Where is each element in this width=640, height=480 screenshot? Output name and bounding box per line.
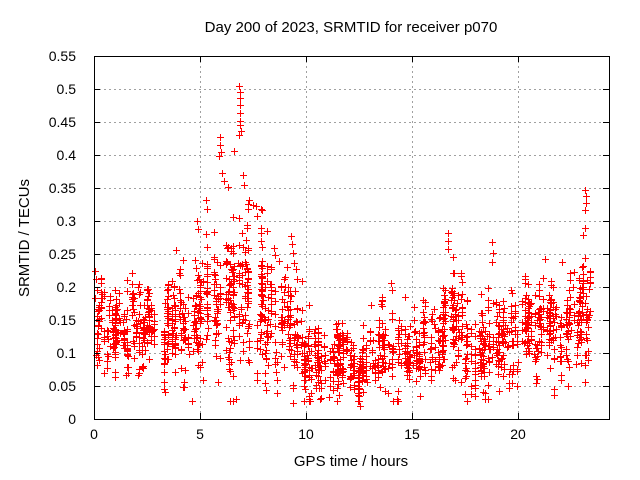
- x-tick-label: 5: [196, 426, 204, 442]
- y-tick-label: 0.25: [49, 246, 76, 262]
- y-tick-label: 0.55: [49, 48, 76, 64]
- y-tick-label: 0.45: [49, 114, 76, 130]
- x-axis-label: GPS time / hours: [294, 453, 408, 470]
- y-tick-label: 0.2: [57, 279, 77, 295]
- chart-title: Day 200 of 2023, SRMTID for receiver p07…: [205, 19, 498, 36]
- scatter-plus-markers: [92, 83, 594, 410]
- y-axis-label: SRMTID / TECUs: [16, 179, 33, 297]
- data-points: [92, 83, 594, 410]
- y-tick-label: 0.4: [57, 147, 77, 163]
- y-tick-label: 0.15: [49, 312, 76, 328]
- plot-border: [94, 56, 610, 420]
- y-tick-labels: 0 0.05 0.1 0.15 0.2 0.25 0.3 0.35 0.4 0.45 0.5 0.55: [49, 48, 76, 427]
- axis-ticks: [94, 56, 609, 420]
- y-tick-label: 0.3: [57, 213, 77, 229]
- y-tick-label: 0.5: [57, 81, 77, 97]
- y-tick-label: 0.35: [49, 180, 76, 196]
- x-tick-label: 20: [510, 426, 526, 442]
- y-tick-label: 0: [68, 411, 76, 427]
- x-tick-label: 10: [298, 426, 314, 442]
- y-tick-label: 0.1: [57, 345, 77, 361]
- x-tick-label: 15: [404, 426, 420, 442]
- x-tick-label: 0: [90, 426, 98, 442]
- x-tick-labels: 0 5 10 15 20: [90, 426, 526, 442]
- y-tick-label: 0.05: [49, 378, 76, 394]
